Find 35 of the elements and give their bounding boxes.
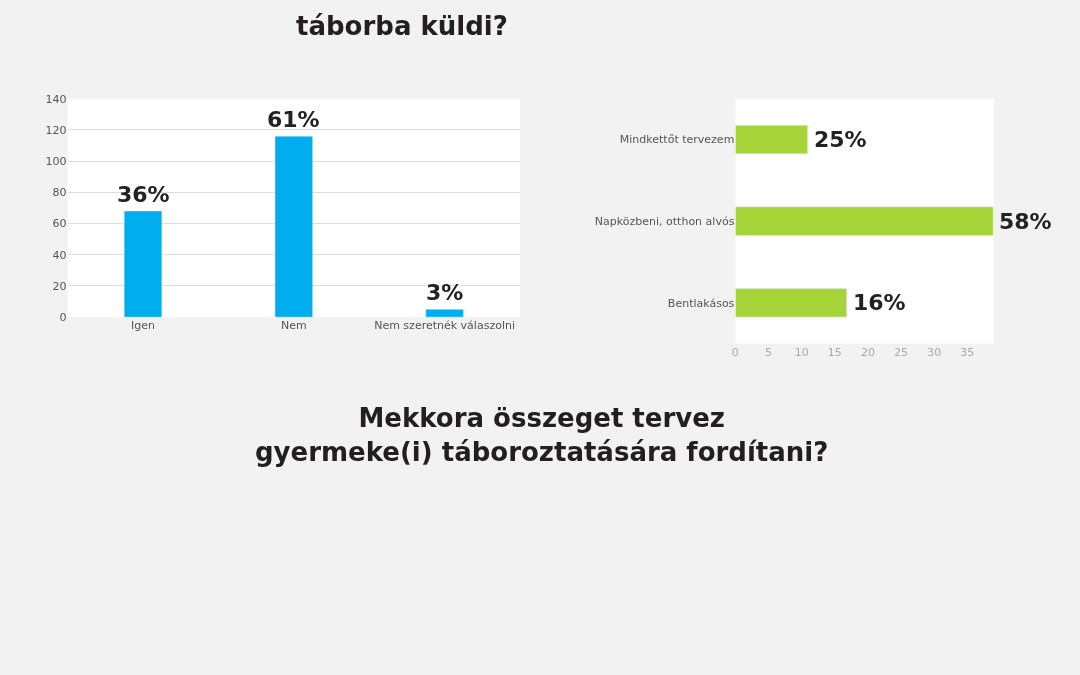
- y-tick-label: 100: [45, 154, 67, 168]
- y-tick-label: 40: [52, 248, 67, 262]
- y-tick-label: Bentlakásos: [667, 296, 735, 310]
- y-tick-label: 140: [45, 92, 67, 106]
- annotation: 36%: [117, 182, 170, 207]
- x-tick-label: 10: [794, 345, 809, 359]
- chart-title: táborba küldi?: [296, 11, 508, 41]
- x-tick-label: 25: [894, 345, 909, 359]
- bar: [425, 309, 464, 318]
- x-tick-label: 15: [827, 345, 842, 359]
- y-tick-label: 80: [52, 186, 67, 200]
- y-tick-label: Napközbeni, otthon alvós: [594, 215, 735, 228]
- y-tick-label: 120: [45, 123, 67, 137]
- bar: [735, 206, 994, 236]
- annotation: 61%: [267, 107, 320, 132]
- annotation: 16%: [853, 290, 906, 315]
- x-tick-label: 5: [765, 345, 772, 359]
- y-tick-label: 60: [52, 217, 67, 231]
- y-tick-label: Mindkettőt tervezem: [619, 133, 735, 147]
- annotation: 3%: [426, 280, 464, 305]
- y-tick-label: 20: [52, 279, 67, 293]
- x-tick-label: Igen: [131, 319, 156, 333]
- bar: [123, 210, 163, 318]
- y-tick-label: 0: [59, 310, 67, 324]
- x-tick-label: Nem szeretnék válaszolni: [374, 319, 515, 333]
- x-tick-label: 30: [927, 345, 942, 359]
- annotation: 58%: [999, 209, 1052, 234]
- bar: [735, 288, 847, 318]
- text: Mekkora összeget tervez gyermeke(i) táboroztatására fordítani?: [255, 403, 829, 467]
- annotation: 25%: [814, 127, 867, 152]
- x-tick-label: 20: [860, 345, 875, 359]
- x-tick-label: 35: [960, 345, 975, 359]
- bar: [735, 124, 808, 155]
- bar: [274, 135, 313, 318]
- x-tick-label: Nem: [280, 319, 307, 333]
